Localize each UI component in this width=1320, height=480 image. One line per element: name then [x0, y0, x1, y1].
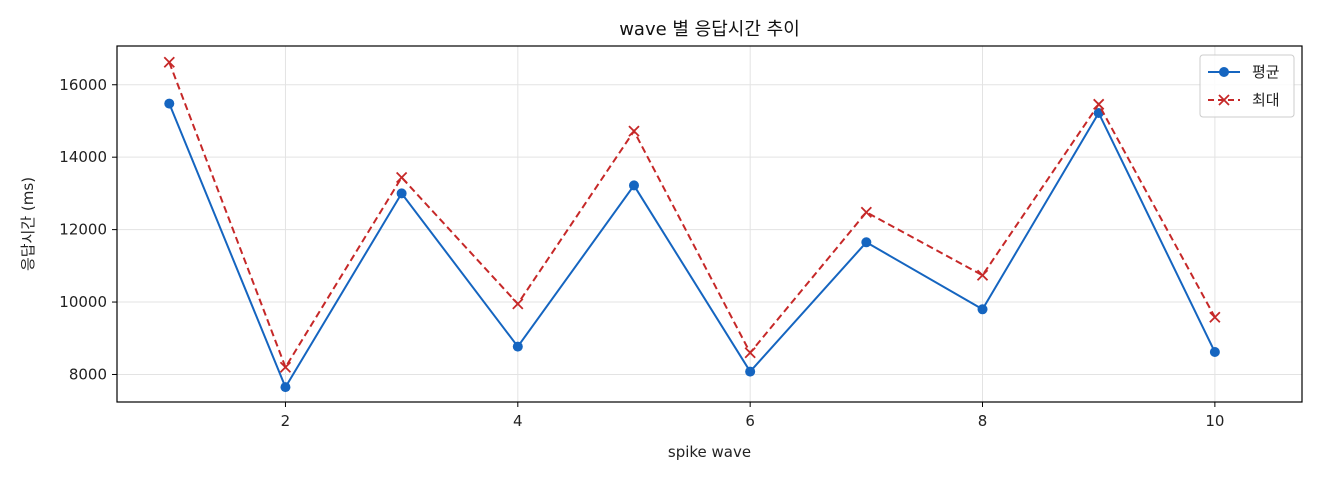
legend-label-1: 평균 [1252, 63, 1280, 81]
legend-marker-1 [1219, 67, 1229, 77]
legend-box [1199, 54, 1295, 118]
series-2-point [512, 298, 524, 310]
series-2-point [1093, 98, 1105, 110]
x-marker-stroke [279, 361, 292, 373]
series-1-point [396, 188, 407, 199]
series-1-point [977, 304, 988, 315]
series-2-point [744, 347, 756, 359]
grid-layer [117, 46, 1302, 402]
series-2-point [279, 361, 292, 373]
x-marker-stroke [1209, 311, 1221, 323]
series-2-point [976, 269, 989, 281]
x-tick-label: 10 [1205, 412, 1224, 430]
y-axis-title: 응답시간 (ms) [19, 177, 37, 271]
legend-marker-2 [1218, 94, 1230, 106]
x-marker-stroke [1218, 94, 1230, 106]
series-2-point [395, 171, 408, 184]
x-axis-title: spike wave [668, 443, 751, 461]
x-marker-stroke [628, 125, 640, 137]
series-1-point [1209, 347, 1220, 358]
x-marker-stroke [395, 171, 408, 184]
x-marker-stroke [976, 269, 989, 281]
series-line-1 [168, 103, 1216, 390]
x-marker-stroke [860, 206, 872, 218]
x-marker-stroke [512, 298, 524, 310]
series-1-point [280, 382, 291, 393]
x-tick-label: 2 [281, 412, 291, 430]
y-tick-label: 16000 [59, 76, 107, 94]
y-tick-label: 14000 [59, 148, 107, 166]
x-tick-label: 8 [978, 412, 988, 430]
series-line-2 [168, 61, 1216, 370]
chart-title: wave 별 응답시간 추이 [619, 19, 800, 40]
tick-layer: 2 4 6 8 10 8000 10000 12000 14000 16000 [59, 76, 1224, 430]
series-2-point [628, 125, 640, 137]
y-tick-label: 12000 [59, 221, 107, 239]
x-tick-label: 6 [745, 412, 755, 430]
series-2-point [1209, 311, 1221, 323]
series-2-point [163, 56, 175, 68]
x-marker-stroke [163, 56, 175, 68]
x-marker-stroke [1093, 98, 1105, 110]
series-1-point [164, 98, 175, 109]
series-1-point [861, 237, 872, 248]
legend-label-2: 최대 [1252, 91, 1280, 109]
series-1-point [512, 341, 523, 352]
series-2-point [860, 206, 872, 218]
series-1-point [745, 366, 756, 377]
plot-frame [116, 45, 1303, 403]
x-marker-stroke [744, 347, 756, 359]
y-tick-label: 8000 [69, 365, 107, 383]
y-tick-label: 10000 [59, 293, 107, 311]
series-layer [163, 56, 1221, 393]
series-1-point [628, 180, 639, 191]
x-tick-label: 4 [513, 412, 523, 430]
